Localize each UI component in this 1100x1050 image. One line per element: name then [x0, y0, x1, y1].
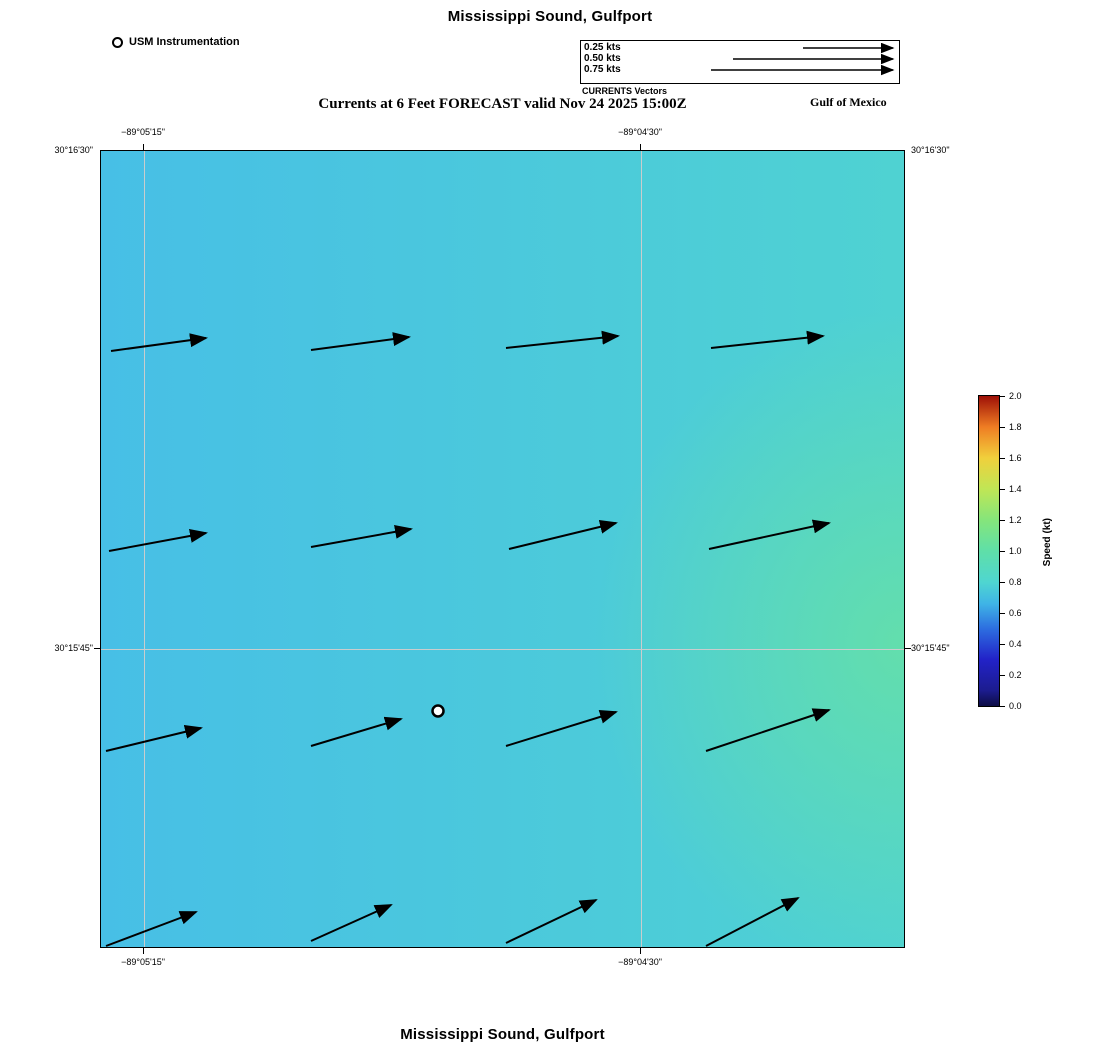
axis-tick	[143, 948, 144, 954]
axis-tick	[143, 144, 144, 150]
current-vectors-layer	[105, 330, 831, 947]
colorbar-tick-label: 2.0	[1009, 391, 1022, 401]
axis-label-lat-left-2: 30°15'45"	[54, 643, 93, 653]
current-vector	[310, 716, 403, 747]
colorbar-tick	[1000, 582, 1005, 583]
current-vector	[505, 710, 618, 747]
current-vector	[708, 519, 831, 550]
station-marker	[431, 704, 445, 718]
colorbar-tick	[1000, 644, 1005, 645]
colorbar-tick-label: 1.0	[1009, 546, 1022, 556]
current-vector	[310, 904, 393, 942]
colorbar-tick	[1000, 396, 1005, 397]
colorbar-tick	[1000, 489, 1005, 490]
colorbar-gradient	[978, 395, 1000, 707]
current-vector	[310, 332, 411, 351]
vector-scale-legend: 0.25 kts 0.50 kts 0.75 kts	[580, 40, 900, 84]
colorbar-tick-label: 0.2	[1009, 670, 1022, 680]
axis-label-lat-right-1: 30°16'30"	[911, 145, 950, 155]
colorbar-tick-label: 0.4	[1009, 639, 1022, 649]
colorbar-ticks: 2.0 1.8 1.6 1.4 1.2 1.0 0.8 0.6 0.4 0.2 0.0	[978, 391, 1058, 711]
legend-entry-075: 0.75 kts	[584, 64, 621, 75]
axis-label-lon-bottom-2: −89°04'30"	[618, 957, 662, 967]
gridline-lon-1	[144, 151, 145, 947]
axis-tick	[94, 648, 100, 649]
colorbar-tick	[1000, 427, 1005, 428]
current-vector	[105, 911, 198, 947]
axis-tick	[640, 948, 641, 954]
station-legend-label: USM Instrumentation	[129, 36, 240, 48]
colorbar-tick	[1000, 551, 1005, 552]
colorbar: 2.0 1.8 1.6 1.4 1.2 1.0 0.8 0.6 0.4 0.2 0.0	[978, 391, 1058, 711]
axis-tick	[905, 648, 911, 649]
footer-title: Mississippi Sound, Gulfport	[400, 1026, 605, 1043]
colorbar-tick-label: 1.4	[1009, 484, 1022, 494]
colorbar-tick-label: 1.8	[1009, 422, 1022, 432]
colorbar-tick-label: 0.6	[1009, 608, 1022, 618]
current-vector	[508, 519, 618, 550]
axis-label-lon-top-2: −89°04'30"	[618, 127, 662, 137]
figure-title: Mississippi Sound, Gulfport	[447, 8, 653, 25]
legend-entry-025: 0.25 kts	[584, 42, 621, 53]
colorbar-tick	[1000, 520, 1005, 521]
colorbar-label: Speed (kt)	[1042, 518, 1053, 567]
colorbar-tick-label: 0.0	[1009, 701, 1022, 711]
gridline-lat-1	[101, 649, 904, 650]
axis-label-lat-right-2: 30°15'45"	[911, 643, 950, 653]
axis-label-lon-top-1: −89°05'15"	[121, 127, 165, 137]
current-vector	[705, 708, 831, 752]
legend-arrows	[711, 42, 895, 76]
current-vector	[310, 524, 413, 548]
current-vector	[108, 529, 208, 552]
figure-subtitle: Currents at 6 Feet FORECAST valid Nov 24…	[318, 96, 687, 112]
map-panel	[100, 150, 905, 948]
current-vector	[505, 330, 620, 349]
station-legend: USM Instrumentation	[112, 36, 240, 48]
colorbar-tick-label: 1.6	[1009, 453, 1022, 463]
colorbar-tick	[1000, 706, 1005, 707]
colorbar-tick-label: 1.2	[1009, 515, 1022, 525]
colorbar-tick	[1000, 458, 1005, 459]
current-vector	[105, 724, 203, 752]
axis-tick	[640, 144, 641, 150]
vector-legend-caption: CURRENTS Vectors	[582, 86, 668, 96]
colorbar-tick-label: 0.8	[1009, 577, 1022, 587]
axis-label-lat-left-1: 30°16'30"	[54, 145, 93, 155]
current-vector	[505, 899, 598, 944]
colorbar-tick	[1000, 613, 1005, 614]
legend-entry-050: 0.50 kts	[584, 53, 621, 64]
gridline-lon-2	[641, 151, 642, 947]
axis-label-lon-bottom-1: −89°05'15"	[121, 957, 165, 967]
current-vector	[705, 897, 800, 947]
current-vector	[710, 330, 825, 349]
region-label: Gulf of Mexico	[810, 95, 887, 109]
station-marker-icon	[112, 36, 123, 48]
current-vector	[110, 333, 208, 352]
colorbar-tick	[1000, 675, 1005, 676]
